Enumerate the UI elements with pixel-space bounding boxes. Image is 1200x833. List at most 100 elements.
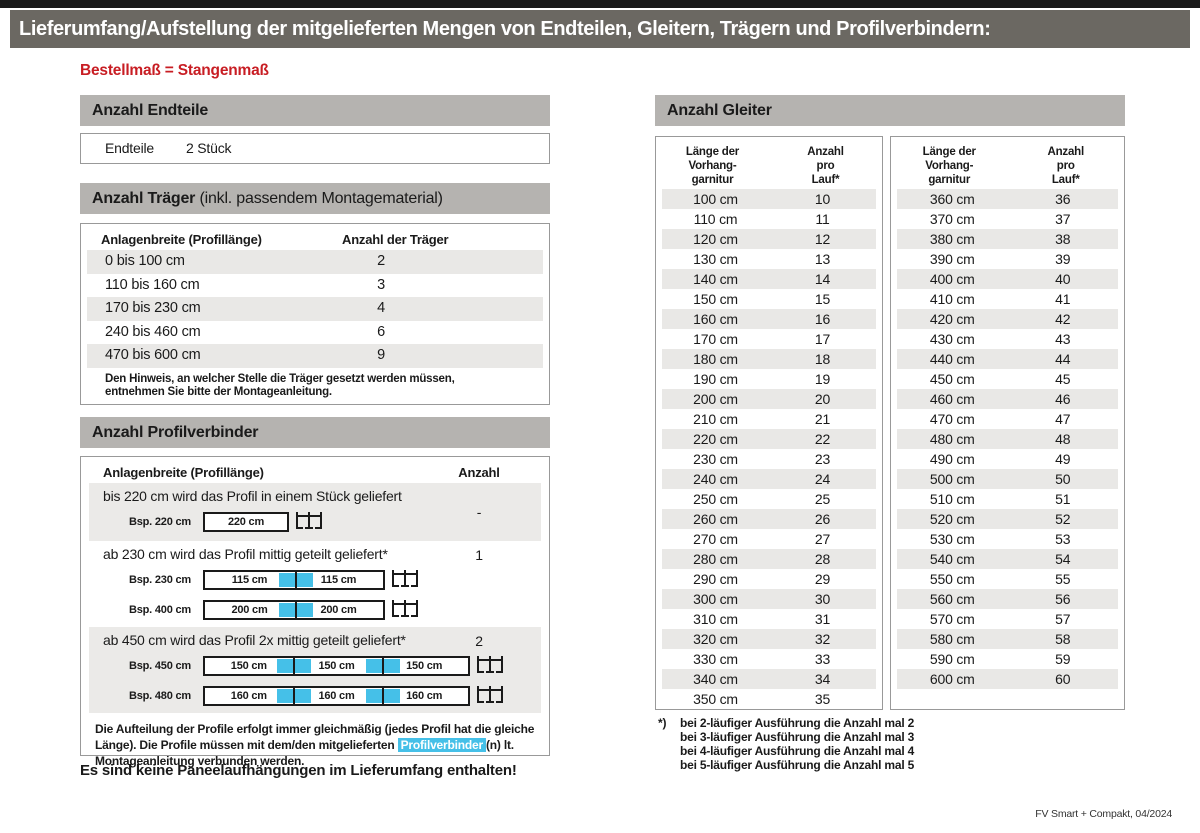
glider-count-value: 19: [814, 371, 831, 387]
glider-count-value: 21: [814, 411, 831, 427]
table-row: 510 cm 51: [897, 489, 1118, 509]
glider-count-value: 59: [1055, 651, 1071, 667]
length-value: 560 cm: [929, 591, 975, 607]
length-value: 550 cm: [929, 571, 975, 587]
glider-count-value: 24: [814, 471, 831, 487]
profile-bar-diagram: 220 cm: [203, 512, 289, 532]
highlighted-term: Profilverbinder: [397, 738, 486, 752]
profile-segment: 150 cm: [230, 660, 267, 672]
column-header-anlagenbreite: Anlagenbreite (Profillänge): [103, 465, 264, 480]
delivery-rule-text: ab 230 cm wird das Profil mittig geteilt…: [103, 546, 388, 562]
profile-connector: [277, 688, 311, 704]
profile-example-row: Bsp. 480 cm 160 cm 160 cm 160 cm: [89, 684, 541, 708]
table-row: 580 cm 58: [897, 629, 1118, 649]
table-row: 220 cm 22: [662, 429, 876, 449]
table-row: 420 cm 42: [897, 309, 1118, 329]
profile-segment: 200 cm: [320, 604, 357, 616]
gleiter-footnotes: *) bei 2-läufiger Ausführung die Anzahl m…: [655, 716, 914, 772]
table-row: 270 cm 27: [662, 529, 876, 549]
length-value: 210 cm: [693, 411, 738, 427]
length-value: 180 cm: [693, 351, 738, 367]
length-value: 110 cm: [693, 211, 738, 227]
count-value: 2: [377, 253, 385, 269]
connector-count-value: 2: [475, 633, 483, 649]
glider-count-value: 56: [1055, 591, 1071, 607]
glider-count-value: 10: [814, 191, 831, 207]
glider-count-value: 28: [814, 551, 831, 567]
no-panel-hangers-warning: Es sind keine Paneelaufhängungen im Lief…: [80, 762, 517, 779]
gleiter-table-left: Länge der Vorhang- garnitur Anzahl pro L…: [655, 136, 883, 710]
example-label: Bsp. 220 cm: [128, 516, 191, 528]
example-label: Bsp. 480 cm: [128, 690, 191, 702]
glider-count-value: 23: [814, 451, 831, 467]
table-row: 550 cm 55: [897, 569, 1118, 589]
glider-count-value: 20: [814, 391, 831, 407]
profile-connector: [279, 602, 313, 618]
glider-count-value: 53: [1055, 531, 1071, 547]
length-value: 420 cm: [929, 311, 975, 327]
table-row: 160 cm 16: [662, 309, 876, 329]
rail-profile-icon: [475, 654, 505, 678]
footnote-text: bei 2-läufiger Ausführung die Anzahl mal…: [680, 716, 915, 730]
count-value: 4: [377, 300, 385, 316]
column-header-anzahl-traeger: Anzahl der Träger: [342, 232, 449, 247]
length-value: 250 cm: [693, 491, 738, 507]
table-row: 350 cm 35: [662, 689, 876, 709]
table-row: 120 cm 12: [662, 229, 876, 249]
table-row: 470 bis 600 cm 9: [87, 344, 543, 368]
endteile-label: Endteile: [105, 140, 154, 156]
glider-count-value: 18: [814, 351, 831, 367]
profile-segment: 115 cm: [231, 574, 268, 586]
column-header-anzahl-pro-lauf: Anzahl pro Lauf*: [1047, 146, 1085, 186]
rail-profile-icon: [390, 598, 420, 622]
count-value: 3: [377, 276, 385, 293]
table-row: 450 cm 45: [897, 369, 1118, 389]
table-row: 240 cm 24: [662, 469, 876, 489]
glider-count-value: 55: [1055, 571, 1071, 587]
profile-segment: 220 cm: [227, 516, 265, 528]
glider-count-value: 52: [1055, 511, 1071, 527]
column-header-anzahl: Anzahl: [458, 465, 500, 480]
length-value: 350 cm: [693, 691, 738, 707]
glider-count-value: 35: [814, 691, 831, 707]
length-value: 540 cm: [929, 551, 975, 567]
table-row: 290 cm 29: [662, 569, 876, 589]
profile-delivery-block: bis 220 cm wird das Profil in einem Stüc…: [89, 483, 541, 541]
profile-example-row: Bsp. 400 cm 200 cm 200 cm: [89, 598, 541, 622]
table-row: 190 cm 19: [662, 369, 876, 389]
length-value: 290 cm: [693, 571, 738, 587]
delivery-rule-text: ab 450 cm wird das Profil 2x mittig gete…: [103, 632, 406, 648]
glider-count-value: 48: [1055, 431, 1071, 447]
table-row: 430 cm 43: [897, 329, 1118, 349]
profile-segment: 160 cm: [406, 690, 443, 702]
table-row: 0 bis 100 cm 2: [87, 250, 543, 274]
length-value: 450 cm: [929, 371, 975, 387]
length-value: 490 cm: [929, 451, 975, 467]
glider-count-value: 11: [815, 211, 830, 227]
traeger-rows: 0 bis 100 cm 2 110 bis 160 cm 3 170 bis 230 …: [81, 250, 549, 368]
footnote-marker: *): [658, 716, 667, 730]
glider-count-value: 46: [1055, 391, 1071, 407]
profile-connector: [366, 688, 400, 704]
section-title: Anzahl Profilverbinder: [92, 424, 259, 441]
length-value: 510 cm: [929, 491, 975, 507]
glider-count-value: 27: [814, 531, 831, 547]
column-header-anlagenbreite: Anlagenbreite (Profillänge): [101, 232, 262, 247]
length-value: 460 cm: [929, 391, 975, 407]
profile-segment: 115 cm: [320, 574, 357, 586]
length-value: 140 cm: [693, 271, 738, 287]
table-row: 150 cm 15: [662, 289, 876, 309]
glider-count-value: 37: [1055, 211, 1071, 227]
glider-count-value: 38: [1055, 231, 1071, 247]
profile-bar-diagram: 200 cm 200 cm: [203, 600, 385, 620]
glider-count-value: 22: [814, 431, 831, 447]
glider-count-value: 54: [1055, 551, 1071, 567]
table-row: 530 cm 53: [897, 529, 1118, 549]
length-value: 520 cm: [929, 511, 975, 527]
section-header-gleiter: Anzahl Gleiter: [655, 95, 1125, 126]
table-row: 260 cm 26: [662, 509, 876, 529]
glider-count-value: 16: [814, 311, 831, 327]
table-row: 370 cm 37: [897, 209, 1118, 229]
table-row: 440 cm 44: [897, 349, 1118, 369]
length-value: 100 cm: [693, 191, 738, 207]
